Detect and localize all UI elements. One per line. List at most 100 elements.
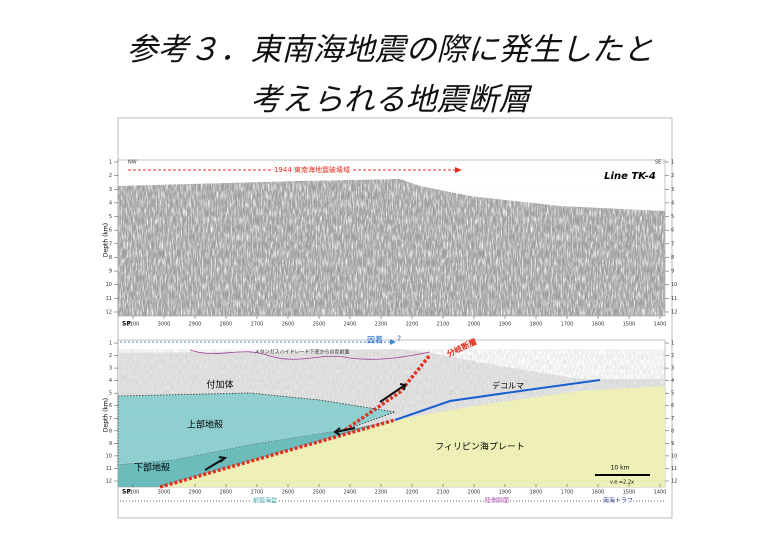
depth-tick-label: 12 xyxy=(106,310,112,316)
depth-tick-label: 11 xyxy=(671,466,677,472)
sp-tick-label: 2200 xyxy=(406,490,419,496)
depth-tick-label: 1 xyxy=(109,160,112,166)
depth-tick-label: 1 xyxy=(109,341,112,347)
sp-tick-label: 1400 xyxy=(654,322,667,328)
depth-tick-label: 2 xyxy=(671,173,674,179)
region-label: ? xyxy=(397,335,401,344)
depth-tick-label: 12 xyxy=(671,479,677,485)
depth-tick-label: 8 xyxy=(109,428,112,434)
sp-tick-label: 2400 xyxy=(344,490,357,496)
sp-tick-label: 3000 xyxy=(158,490,171,496)
sp-tick-label: 1700 xyxy=(561,322,574,328)
depth-tick-label: 2 xyxy=(109,173,112,179)
region-label: 陸側斜面 xyxy=(485,497,509,505)
depth-tick-label: 2 xyxy=(109,353,112,359)
region-label: デコルマ xyxy=(492,381,524,391)
arrow-head xyxy=(390,339,396,345)
depth-tick-label: 2 xyxy=(671,353,674,359)
depth-tick-label: 3 xyxy=(109,366,112,372)
sp-tick-label: 1800 xyxy=(530,490,543,496)
depth-tick-label: 1 xyxy=(671,341,674,347)
depth-tick-label: 9 xyxy=(109,269,112,275)
depth-tick-label: 7 xyxy=(671,241,674,247)
depth-tick-label: 1 xyxy=(671,160,674,166)
depth-tick-label: 5 xyxy=(671,214,674,220)
depth-tick-label: 10 xyxy=(671,282,677,288)
sp-tick-label: 1900 xyxy=(499,490,512,496)
scale-label: v.e.=2.2x xyxy=(610,480,634,486)
depth-tick-label: 5 xyxy=(109,214,112,220)
sp-tick-label: 1600 xyxy=(592,490,605,496)
sp-tick-label: 2800 xyxy=(220,490,233,496)
slip-arrows xyxy=(204,383,407,471)
depth-tick-label: 7 xyxy=(109,241,112,247)
region-label: 下部地殻 xyxy=(134,462,170,474)
depth-tick-label: 8 xyxy=(671,255,674,261)
sp-tick-label: 2500 xyxy=(313,490,326,496)
depth-tick-label: 7 xyxy=(109,416,112,422)
depth-tick-label: 11 xyxy=(106,296,112,302)
depth-tick-label: 12 xyxy=(106,479,112,485)
depth-tick-label: 6 xyxy=(109,403,112,409)
sp-tick-label: 2200 xyxy=(406,322,419,328)
sp-tick-label: 2000 xyxy=(468,490,481,496)
depth-tick-label: 11 xyxy=(106,466,112,472)
arrow-head xyxy=(455,167,462,173)
depth-tick-label: 7 xyxy=(671,416,674,422)
axis-title: Depth (km) xyxy=(103,398,110,432)
depth-tick-label: 6 xyxy=(671,403,674,409)
depth-tick-label: 9 xyxy=(109,441,112,447)
depth-tick-label: 6 xyxy=(109,228,112,234)
sp-tick-label: 2000 xyxy=(468,322,481,328)
region-label: 南海トラフ xyxy=(603,497,633,505)
depth-tick-label: 9 xyxy=(671,269,674,275)
depth-tick-label: 10 xyxy=(106,453,112,459)
sp-tick-label: 1400 xyxy=(654,490,667,496)
sp-tick-label: 2300 xyxy=(375,490,388,496)
megathrust xyxy=(159,418,396,489)
sp-tick-label: 2600 xyxy=(282,490,295,496)
region-label: 前弧海盆 xyxy=(253,497,277,505)
depth-tick-label: 5 xyxy=(109,391,112,397)
sp-tick-label: 2900 xyxy=(189,490,202,496)
depth-tick-label: 11 xyxy=(671,296,677,302)
decollement xyxy=(394,379,601,421)
depth-tick-label: 10 xyxy=(106,282,112,288)
depth-tick-label: 12 xyxy=(671,310,677,316)
rupture-label: 1944 東南海地震破壊域 xyxy=(274,165,350,174)
sp-tick-label: 3000 xyxy=(158,322,171,328)
sp-tick-label: 1700 xyxy=(561,490,574,496)
depth-tick-label: 4 xyxy=(671,378,674,384)
direction-label: SE xyxy=(655,160,661,166)
splay-fault xyxy=(344,353,432,432)
depth-tick-label: 8 xyxy=(109,255,112,261)
sp-tick-label: 2300 xyxy=(375,322,388,328)
depth-tick-label: 8 xyxy=(671,428,674,434)
region-label: フィリピン海プレート xyxy=(435,441,525,453)
sp-tick-label: 2100 xyxy=(437,322,450,328)
sp-tick-label: 2400 xyxy=(344,322,357,328)
sp-tick-label: 3100 xyxy=(127,490,140,496)
sp-tick-label: 3100 xyxy=(127,322,140,328)
depth-tick-label: 3 xyxy=(109,187,112,193)
depth-tick-label: 3 xyxy=(671,366,674,372)
direction-label: NW xyxy=(128,160,137,166)
depth-tick-label: 6 xyxy=(671,228,674,234)
philippine-sea-plate xyxy=(160,386,665,487)
sp-tick-label: 2500 xyxy=(313,322,326,328)
sp-tick-label: 2100 xyxy=(437,490,450,496)
region-label: 固着 xyxy=(367,335,383,345)
region-label: 上部地殻 xyxy=(187,419,223,431)
sp-tick-label: 2700 xyxy=(251,322,264,328)
sp-tick-label: 2600 xyxy=(282,322,295,328)
lower-crust xyxy=(118,420,395,487)
bsr-line xyxy=(189,349,431,360)
axis-title: SP xyxy=(122,321,131,328)
depth-tick-label: 9 xyxy=(671,441,674,447)
sp-tick-label: 1900 xyxy=(499,322,512,328)
depth-tick-label: 4 xyxy=(109,200,112,206)
depth-tick-label: 10 xyxy=(671,453,677,459)
sp-tick-label: 1500 xyxy=(623,322,636,328)
